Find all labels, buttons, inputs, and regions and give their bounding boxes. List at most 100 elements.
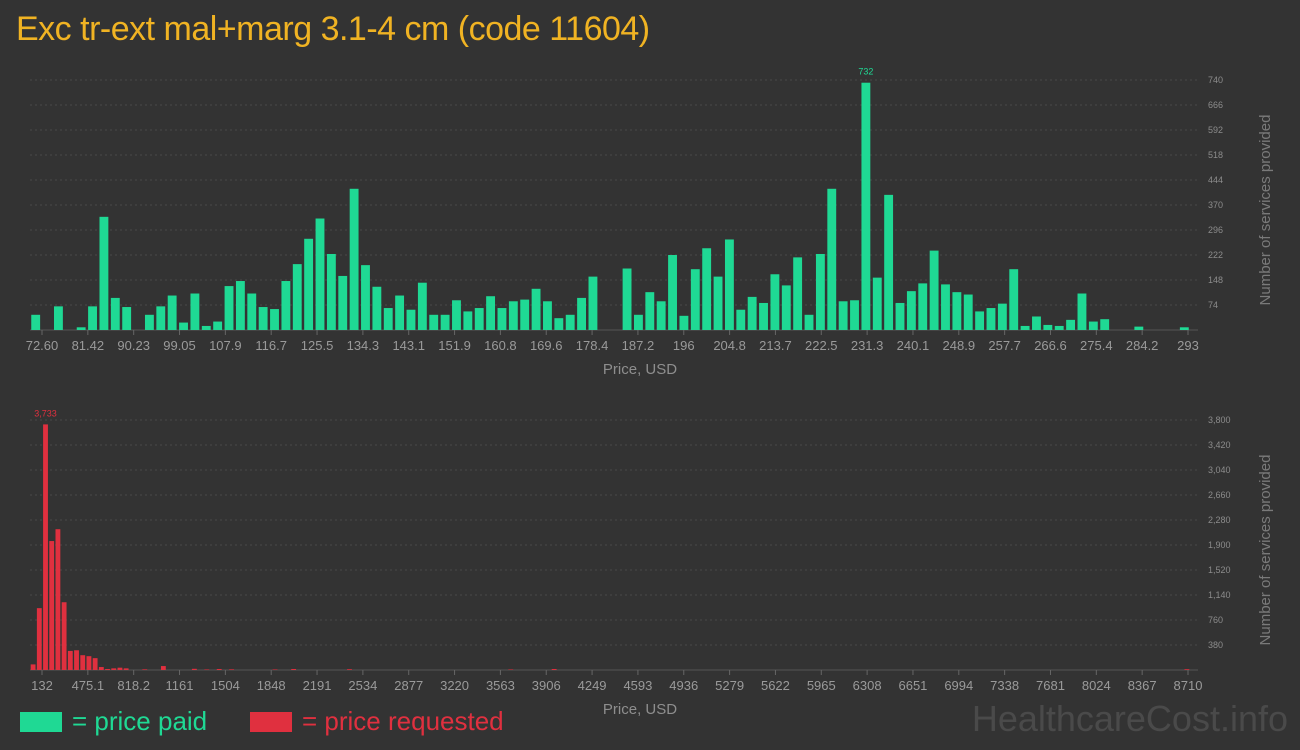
bar [99,216,109,330]
x-tick-label: 3563 [486,678,515,693]
bar [1020,325,1030,330]
peak-value-label: 3,733 [34,408,57,418]
peak-value-label: 732 [858,67,873,77]
bar [770,274,780,330]
bar [551,669,557,670]
bar [55,529,61,670]
bar [67,650,73,670]
bar [213,321,223,330]
bar [486,296,496,330]
bar [895,302,905,330]
x-tick-label: 8367 [1128,678,1157,693]
bar [622,268,632,330]
x-tick-label: 107.9 [209,338,242,353]
bar [872,277,882,330]
bar [975,311,985,330]
x-tick-label: 3220 [440,678,469,693]
y-tick-label: 444 [1208,175,1223,185]
x-tick-label: 1504 [211,678,240,693]
bar [918,283,928,330]
y-tick-label: 592 [1208,125,1223,135]
x-tick-label: 6308 [853,678,882,693]
x-tick-label: 90.23 [117,338,150,353]
bar [281,281,291,330]
bar [815,253,825,330]
bar [1088,321,1098,330]
bar [1032,316,1041,330]
x-tick-label: 5622 [761,678,790,693]
bar [543,301,552,330]
chart-title: Exc tr-ext mal+marg 3.1-4 cm (code 11604… [16,10,650,48]
x-tick-label: 178.4 [576,338,609,353]
bar [929,250,939,330]
bar [224,286,234,330]
bar [86,656,92,670]
bar [272,669,278,670]
bar [1134,326,1144,330]
x-tick-label: 132 [31,678,53,693]
bar [429,314,439,330]
bar [291,669,297,670]
bar [440,314,450,330]
bar [997,303,1007,330]
x-tick-label: 475.1 [72,678,105,693]
bar [88,306,97,330]
bar [53,306,63,330]
x-tick-label: 196 [673,338,695,353]
bar [406,309,416,330]
bar [1009,269,1019,330]
bar [229,669,235,670]
bar [76,327,86,330]
bar [98,667,104,670]
bar [36,608,42,670]
bar [144,314,154,330]
bar [588,276,598,330]
x-tick-label: 8710 [1174,678,1203,693]
x-tick-label: 7681 [1036,678,1065,693]
bar [906,291,916,330]
x-tick-label: 151.9 [438,338,471,353]
bar [702,248,712,330]
bar [349,188,359,330]
bar [201,325,211,330]
x-tick-label: 213.7 [759,338,792,353]
y-tick-label: 296 [1208,225,1223,235]
bar [247,293,257,330]
bar [838,301,848,330]
x-tick-label: 275.4 [1080,338,1113,353]
bar [554,318,564,330]
bar [1066,319,1076,330]
bar [941,284,950,330]
bar [497,308,507,330]
legend-paid-swatch [20,711,62,732]
y-tick-label: 2,660 [1208,490,1231,500]
bar [191,668,197,670]
bar [668,255,677,330]
bar [43,424,48,670]
x-tick-label: 143.1 [392,338,425,353]
bar [204,669,210,670]
x-tick-label: 204.8 [713,338,746,353]
y-tick-label: 1,140 [1208,590,1231,600]
x-tick-label: 81.42 [72,338,105,353]
bar [508,669,514,670]
bar [258,307,268,330]
bar [952,292,962,330]
y-tick-label: 1,900 [1208,540,1231,550]
legend-requested: = price requested [250,706,504,737]
x-axis-title: Price, USD [603,361,677,378]
x-tick-label: 222.5 [805,338,838,353]
bar [372,286,382,330]
y-tick-label: 3,800 [1208,415,1231,425]
y-tick-label: 518 [1208,150,1223,160]
bar [508,301,518,330]
bar [520,299,530,330]
x-axis-title: Price, USD [603,701,677,718]
bar [74,650,79,670]
bar [156,306,166,330]
x-tick-label: 99.05 [163,338,196,353]
legend-requested-label: = price requested [302,706,504,736]
bar [656,301,666,330]
price-requested-chart: 380 760 1,140 1,520 1,900 2,280 2,660 3,040 3,42… [30,408,1274,718]
bar [190,293,200,330]
